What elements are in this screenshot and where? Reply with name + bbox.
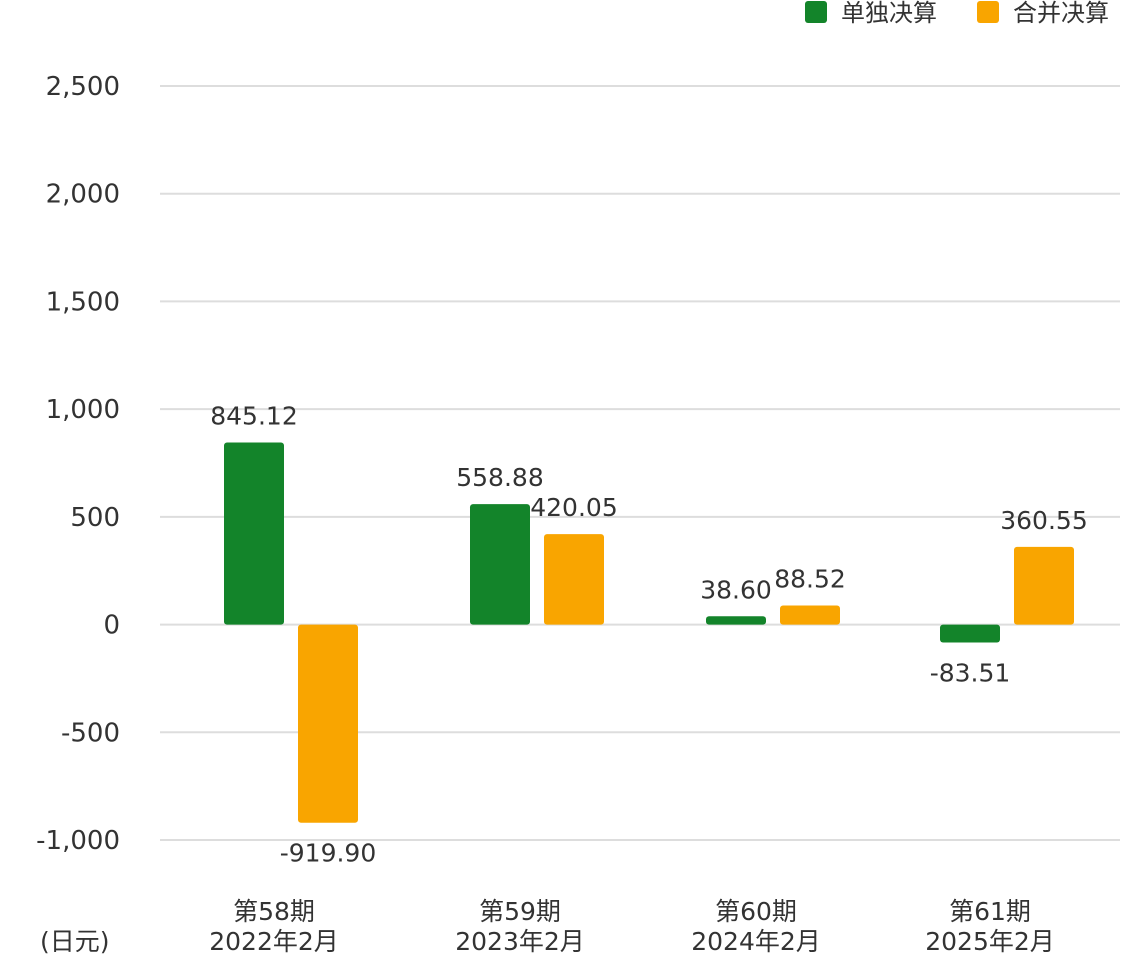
x-category-period: 第60期: [715, 897, 797, 926]
y-tick-label: -500: [61, 718, 120, 748]
y-tick-label: 2,000: [46, 180, 120, 210]
x-category-period: 第58期: [233, 897, 315, 926]
y-tick-label: 1,000: [46, 395, 120, 425]
y-tick-label: 1,500: [46, 287, 120, 317]
bar-standalone-2: [706, 616, 766, 625]
bar-consolidated-2: [780, 605, 840, 625]
bar-standalone-1: [470, 504, 530, 625]
bars: [224, 442, 1074, 823]
data-label: 420.05: [530, 493, 617, 522]
x-category-date: 2025年2月: [925, 927, 1055, 956]
y-tick-label: -1,000: [36, 826, 120, 856]
x-category-date: 2022年2月: [209, 927, 339, 956]
bar-consolidated-3: [1014, 546, 1074, 625]
bar-consolidated-0: [298, 624, 358, 823]
data-label: 558.88: [456, 463, 543, 492]
y-tick-label: 2,500: [46, 72, 120, 102]
bar-consolidated-1: [544, 534, 604, 625]
legend: 单独决算 合并决算: [805, 0, 1109, 27]
y-tick-label: 500: [70, 503, 120, 533]
x-category-date: 2023年2月: [455, 927, 585, 956]
bar-standalone-0: [224, 442, 284, 625]
x-category-date: 2024年2月: [691, 927, 821, 956]
legend-label: 单独决算: [841, 0, 937, 27]
data-label: -83.51: [930, 659, 1011, 688]
bar-standalone-3: [940, 624, 1000, 643]
legend-swatch: [977, 1, 999, 23]
y-tick-label: 0: [103, 611, 120, 641]
unit-label: (日元): [40, 927, 110, 956]
y-axis-ticks: 2,500 2,000 1,500 1,000 500 0 -500 -1,000: [36, 72, 120, 856]
data-label: 845.12: [210, 402, 297, 431]
data-label: 88.52: [774, 565, 846, 594]
x-category-period: 第61期: [949, 897, 1031, 926]
data-label: 38.60: [700, 575, 772, 604]
data-label: -919.90: [280, 839, 377, 868]
legend-label: 合并决算: [1013, 0, 1109, 27]
data-label: 360.55: [1000, 506, 1087, 535]
x-category-period: 第59期: [479, 897, 561, 926]
legend-swatch: [805, 1, 827, 23]
